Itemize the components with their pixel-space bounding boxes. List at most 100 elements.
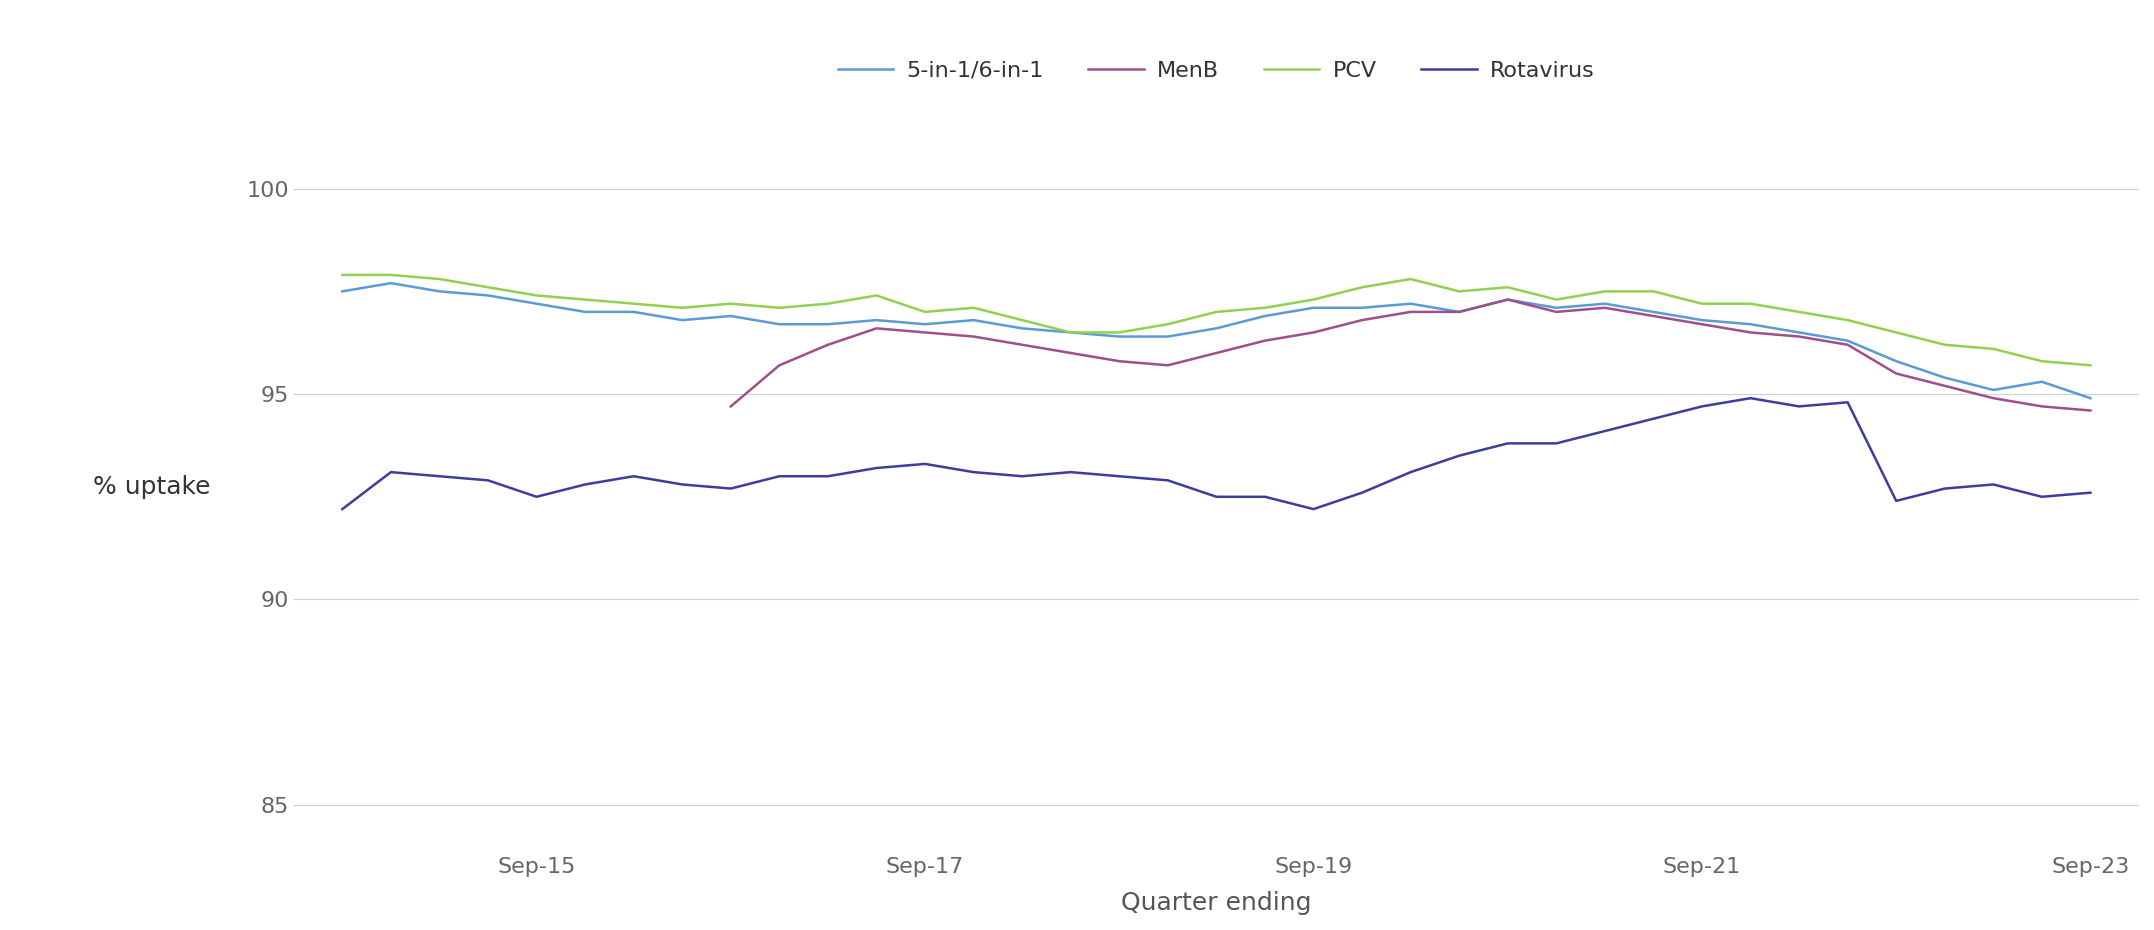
Line: 5-in-1/6-in-1: 5-in-1/6-in-1 [342,283,2089,398]
5-in-1/6-in-1 [814,319,840,330]
5-in-1/6-in-1 [1301,302,1327,313]
5-in-1/6-in-1 [523,299,549,310]
Rotavirus [911,458,937,470]
Line: Rotavirus: Rotavirus [342,398,2089,509]
Legend: 5-in-1/6-in-1, MenB, PCV, Rotavirus: 5-in-1/6-in-1, MenB, PCV, Rotavirus [829,52,1605,89]
MenB [1738,326,1764,338]
5-in-1/6-in-1 [2076,392,2102,404]
MenB [1980,392,2005,404]
MenB [1883,368,1908,379]
MenB [911,326,937,338]
Rotavirus [1738,392,1764,404]
MenB [1495,294,1521,305]
Rotavirus [2076,487,2102,498]
5-in-1/6-in-1 [476,290,502,301]
Rotavirus [573,479,599,490]
PCV [767,302,793,313]
MenB [1155,360,1180,371]
5-in-1/6-in-1 [1738,319,1764,330]
5-in-1/6-in-1 [1058,326,1083,338]
MenB [1010,339,1036,351]
PCV [1398,273,1424,285]
Rotavirus [1883,496,1908,507]
5-in-1/6-in-1 [1495,294,1521,305]
PCV [2029,355,2055,366]
Rotavirus [767,471,793,482]
5-in-1/6-in-1 [717,311,743,322]
PCV [523,290,549,301]
Rotavirus [1786,401,1812,412]
PCV [1932,339,1958,351]
PCV [1445,286,1471,297]
5-in-1/6-in-1 [573,306,599,317]
MenB [1592,302,1618,313]
Rotavirus [1398,467,1424,478]
Rotavirus [1301,503,1327,514]
5-in-1/6-in-1 [2029,376,2055,387]
PCV [1010,314,1036,326]
5-in-1/6-in-1 [1204,323,1230,334]
Rotavirus [1155,475,1180,486]
Rotavirus [1107,471,1133,482]
5-in-1/6-in-1 [911,319,937,330]
Rotavirus [670,479,696,490]
MenB [2076,405,2102,416]
Rotavirus [1445,450,1471,461]
5-in-1/6-in-1 [1348,302,1374,313]
MenB [1544,306,1570,317]
Rotavirus [1592,425,1618,436]
5-in-1/6-in-1 [1980,384,2005,395]
MenB [2029,401,2055,412]
Rotavirus [717,483,743,494]
PCV [476,282,502,293]
5-in-1/6-in-1 [1932,372,1958,383]
5-in-1/6-in-1 [1544,302,1570,313]
5-in-1/6-in-1 [426,286,452,297]
PCV [1301,294,1327,305]
5-in-1/6-in-1 [1883,355,1908,366]
PCV [330,270,355,281]
PCV [1641,286,1667,297]
PCV [1835,314,1861,326]
5-in-1/6-in-1 [330,286,355,297]
Rotavirus [1835,397,1861,408]
5-in-1/6-in-1 [1835,335,1861,346]
MenB [1251,335,1277,346]
Text: % uptake: % uptake [93,474,211,498]
X-axis label: Quarter ending: Quarter ending [1120,891,1312,915]
MenB [1398,306,1424,317]
PCV [426,273,452,285]
PCV [1495,282,1521,293]
MenB [1786,331,1812,342]
MenB [814,339,840,351]
Rotavirus [1010,471,1036,482]
5-in-1/6-in-1 [1786,326,1812,338]
5-in-1/6-in-1 [1251,311,1277,322]
Rotavirus [961,467,987,478]
PCV [670,302,696,313]
Rotavirus [1251,491,1277,502]
MenB [1689,319,1715,330]
5-in-1/6-in-1 [1641,306,1667,317]
PCV [1155,319,1180,330]
5-in-1/6-in-1 [1010,323,1036,334]
Rotavirus [523,491,549,502]
PCV [717,299,743,310]
MenB [1445,306,1471,317]
5-in-1/6-in-1 [767,319,793,330]
Rotavirus [1932,483,1958,494]
PCV [1689,299,1715,310]
PCV [1883,326,1908,338]
MenB [1835,339,1861,351]
Rotavirus [1544,438,1570,449]
Rotavirus [1641,413,1667,424]
MenB [1107,355,1133,366]
5-in-1/6-in-1 [1155,331,1180,342]
Rotavirus [377,467,403,478]
MenB [767,360,793,371]
PCV [1980,343,2005,354]
Rotavirus [1204,491,1230,502]
PCV [1251,302,1277,313]
MenB [1348,314,1374,326]
PCV [573,294,599,305]
